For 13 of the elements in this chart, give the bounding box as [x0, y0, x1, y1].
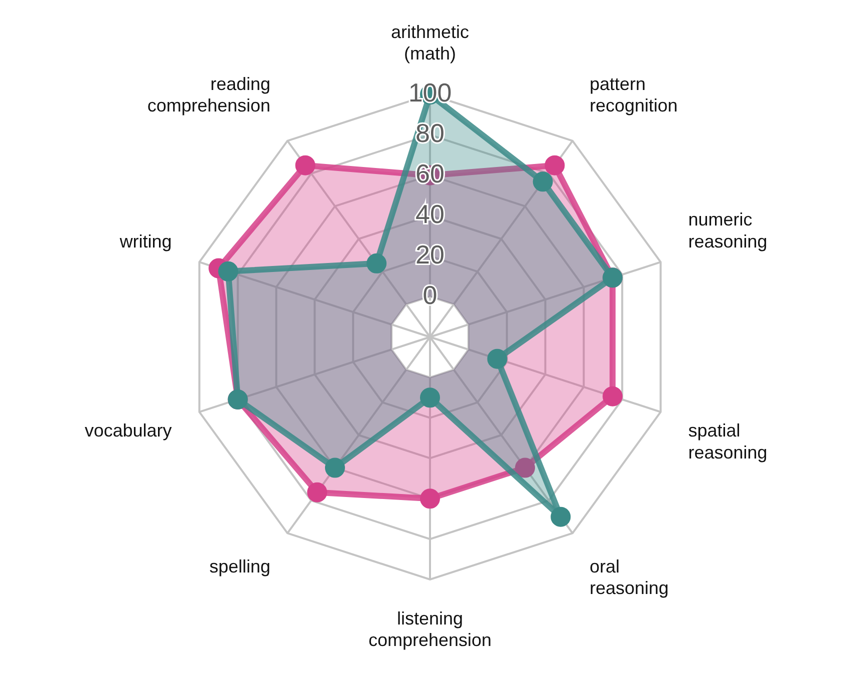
- spoke-label: pattern recognition: [590, 74, 678, 116]
- spoke-label: vocabulary: [84, 420, 172, 441]
- spoke-label: spatial reasoning: [688, 420, 768, 462]
- spoke-label: reading comprehension: [147, 74, 270, 116]
- y-tick-label: 40: [416, 198, 444, 229]
- spoke-label: listening comprehension: [368, 608, 492, 650]
- spoke-label: writing: [118, 231, 172, 252]
- spoke-label: oral reasoning: [590, 556, 669, 598]
- spoke-label: numeric reasoning: [688, 210, 768, 252]
- spoke-label: arithmetic (math): [390, 22, 470, 64]
- y-tick-label: 60: [416, 158, 444, 188]
- spoke-label: spelling: [209, 556, 270, 576]
- y-tick-label: 20: [416, 239, 444, 270]
